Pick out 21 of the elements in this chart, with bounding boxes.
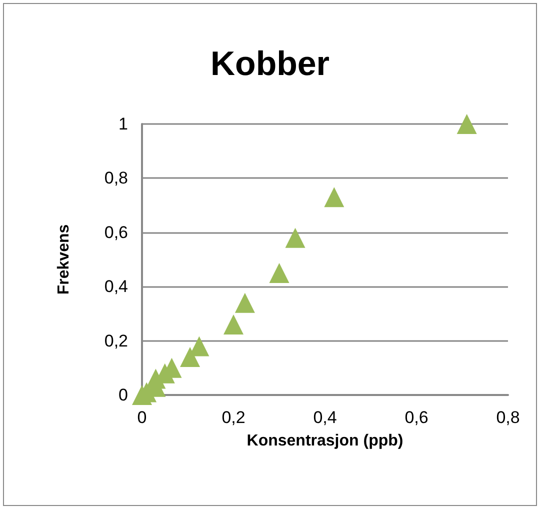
point bbox=[456, 114, 477, 134]
y-tick-label: 0,6 bbox=[104, 222, 128, 242]
x-tick-label: 0,4 bbox=[313, 408, 337, 427]
point bbox=[285, 228, 306, 248]
x-tick-label: 0,2 bbox=[222, 408, 246, 427]
y-tick-label: 0,4 bbox=[104, 277, 128, 296]
y-tick-label: 1 bbox=[118, 114, 128, 134]
y-axis-title: Frekvens bbox=[56, 224, 72, 295]
x-axis-title: Konsentrasjon (ppb) bbox=[246, 432, 404, 450]
x-tick-label: 0 bbox=[137, 408, 147, 427]
chart-title: Kobber bbox=[210, 45, 330, 83]
point bbox=[324, 187, 344, 208]
point bbox=[180, 347, 200, 368]
x-tick-label: 0,6 bbox=[404, 408, 428, 427]
y-tick-label: 0,8 bbox=[104, 168, 128, 188]
y-tick-label: 0 bbox=[118, 386, 128, 404]
y-tick-label: 0,2 bbox=[104, 331, 128, 350]
point bbox=[234, 292, 255, 313]
point bbox=[224, 314, 244, 335]
point bbox=[269, 263, 290, 284]
x-tick-label: 0,8 bbox=[496, 408, 520, 427]
